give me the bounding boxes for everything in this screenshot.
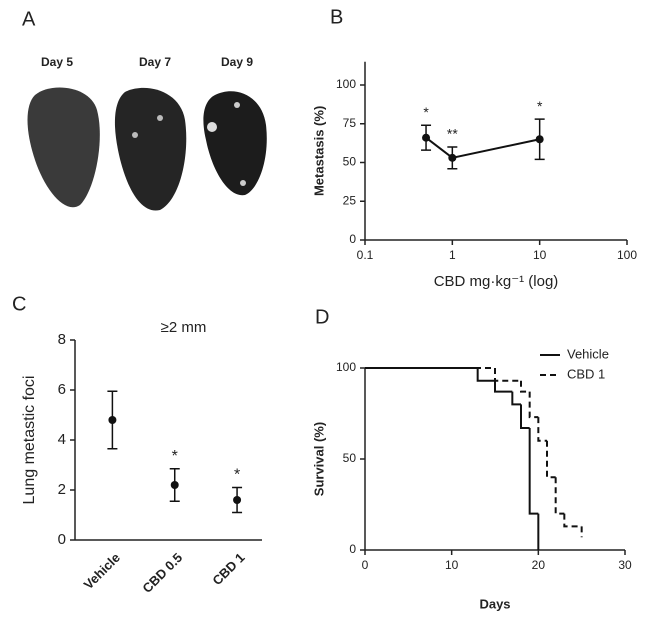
x-tick-label: 30 [618, 558, 632, 572]
survival-step [494, 380, 513, 393]
survival-step [511, 391, 521, 406]
y-tick-label: 8 [58, 331, 66, 348]
nodule [207, 122, 217, 132]
x-tick-label: CBD 1 [209, 550, 247, 588]
lung-image [27, 87, 100, 208]
point [422, 133, 431, 142]
x-axis-label: Days [479, 596, 510, 611]
significance: * [172, 448, 178, 465]
x-tick-label: 20 [532, 558, 546, 572]
significance: ** [447, 126, 458, 142]
nodule [132, 132, 138, 138]
lung-images [27, 87, 267, 211]
image-caption: Day 5 [41, 55, 73, 69]
panel-label: C [12, 293, 26, 315]
chart-title: ≥2 mm [161, 319, 207, 336]
x-tick-label: 0.1 [357, 248, 374, 262]
survival-step [537, 417, 547, 442]
nodule [157, 115, 163, 121]
x-tick-label: Vehicle [81, 550, 123, 592]
y-tick-label: 50 [343, 155, 357, 169]
y-tick-label: 25 [343, 193, 357, 207]
panel-label: A [22, 8, 36, 30]
y-tick-label: 6 [58, 381, 66, 398]
x-tick-label: 0 [362, 558, 369, 572]
lung-image [203, 91, 267, 196]
lung-image [114, 87, 187, 211]
y-axis-label: Metastasis (%) [311, 106, 326, 196]
point [233, 496, 242, 504]
panel-label: D [315, 306, 329, 328]
image-caption: Day 7 [139, 55, 171, 69]
y-tick-label: 75 [343, 116, 357, 130]
y-axis-label: Lung metastic foci [21, 376, 38, 505]
x-tick-label: 10 [533, 248, 547, 262]
image-caption: Day 9 [221, 55, 253, 69]
legend-label: Vehicle [567, 346, 609, 361]
survival-step [528, 428, 539, 515]
survival-step [546, 440, 556, 479]
y-tick-label: 100 [336, 360, 356, 374]
survival-step [520, 380, 530, 393]
survival-step [528, 391, 539, 419]
survival-step [476, 368, 495, 382]
significance: * [537, 98, 543, 114]
survival-step [554, 477, 565, 515]
point [448, 153, 457, 162]
y-tick-label: 50 [343, 451, 357, 465]
point [535, 135, 544, 144]
survival-step [520, 404, 530, 430]
x-tick-label: 10 [445, 558, 459, 572]
line [425, 136, 540, 159]
y-tick-label: 0 [58, 531, 66, 548]
point [108, 416, 117, 424]
significance: * [234, 467, 240, 484]
y-axis-label: Survival (%) [311, 422, 326, 496]
y-tick-label: 2 [58, 481, 66, 498]
x-tick-label: CBD 0.5 [139, 550, 185, 596]
legend-label: CBD 1 [567, 366, 605, 381]
nodule [240, 180, 246, 186]
panel-label: B [330, 6, 343, 28]
significance: * [423, 104, 429, 120]
x-axis-label: CBD mg·kg⁻¹ (log) [434, 273, 559, 290]
nodule [234, 102, 240, 108]
y-tick-label: 100 [336, 77, 356, 91]
x-tick-label: 100 [617, 248, 637, 262]
survival-step [494, 368, 521, 382]
y-tick-label: 0 [349, 542, 356, 556]
y-tick-label: 0 [349, 232, 356, 246]
point [170, 481, 179, 489]
x-tick-label: 1 [449, 248, 456, 262]
survival-step [563, 513, 582, 528]
y-tick-label: 4 [58, 431, 66, 448]
